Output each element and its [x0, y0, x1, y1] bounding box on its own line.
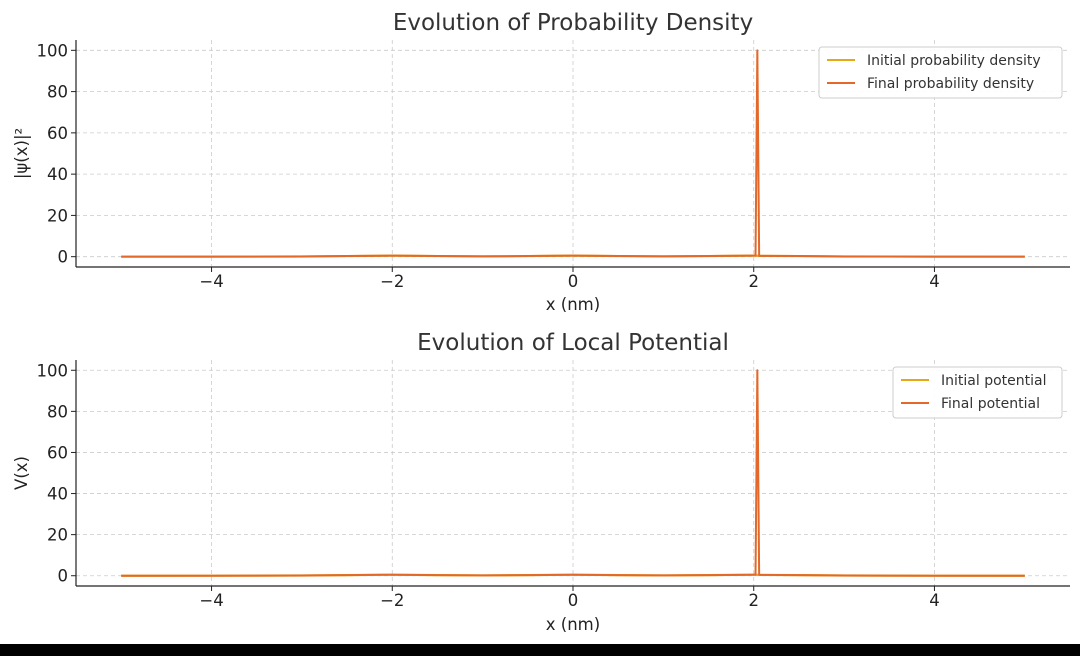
series-line-final	[121, 49, 1025, 258]
x-tick-label: 4	[929, 591, 940, 610]
x-tick-label: 2	[748, 272, 759, 291]
y-tick-label: 0	[58, 248, 69, 267]
x-tick-label: 4	[929, 272, 940, 291]
x-tick-label: −4	[199, 591, 223, 610]
x-tick-label: −2	[380, 591, 404, 610]
y-tick-label: 20	[47, 206, 68, 225]
y-tick-label: 100	[37, 41, 69, 60]
y-tick-label: 0	[58, 567, 69, 586]
y-axis-label: V(x)	[12, 456, 31, 490]
x-tick-label: 2	[748, 591, 759, 610]
legend: Initial probability density Final probabi…	[818, 46, 1063, 99]
legend-entry: Initial potential	[941, 373, 1046, 389]
legend-box	[818, 46, 1063, 99]
bottom-bar	[0, 644, 1080, 656]
x-tick-label: 0	[568, 272, 579, 291]
y-tick-label: 40	[47, 165, 68, 184]
y-tick-label: 60	[47, 443, 68, 462]
y-tick-label: 40	[47, 485, 68, 504]
x-tick-label: 0	[568, 591, 579, 610]
y-tick-label: 20	[47, 526, 68, 545]
legend: Initial potential Final potential	[892, 366, 1063, 419]
y-tick-label: 80	[47, 83, 68, 102]
chart-title: Evolution of Probability Density	[393, 10, 753, 36]
y-tick-label: 60	[47, 124, 68, 143]
x-axis-label: x (nm)	[546, 615, 600, 634]
legend-box	[892, 366, 1063, 419]
y-tick-label: 80	[47, 402, 68, 421]
x-tick-label: −4	[199, 272, 223, 291]
legend-entry: Final potential	[941, 396, 1040, 412]
y-axis-label: |ψ(x)|²	[12, 128, 31, 179]
legend-entry: Initial probability density	[867, 53, 1041, 69]
x-axis-label: x (nm)	[546, 295, 600, 314]
series-line-final	[121, 369, 1025, 577]
legend-entry: Final probability density	[867, 76, 1034, 92]
y-tick-label: 100	[37, 361, 69, 380]
chart-title: Evolution of Local Potential	[417, 330, 729, 356]
x-tick-label: −2	[380, 272, 404, 291]
